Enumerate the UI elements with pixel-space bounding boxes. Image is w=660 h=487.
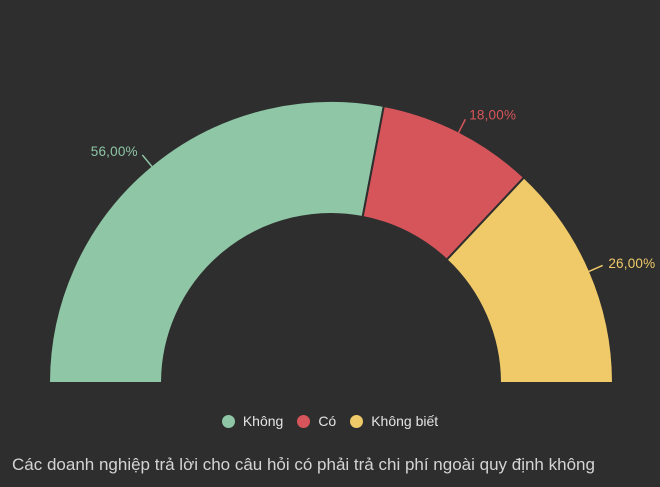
legend-swatch-co-icon [297, 414, 311, 428]
percent-label-khong-biet: 26,00% [608, 256, 655, 271]
label-line-co [457, 118, 467, 133]
half-donut-chart: 56,00% 18,00% 26,00% [47, 100, 655, 384]
legend-label-khong: Không [242, 413, 284, 429]
legend-label-khong-biet: Không biết [371, 413, 439, 429]
legend-item-khong[interactable]: Không [221, 412, 284, 430]
chart-title: Các doanh nghiệp trả lời cho câu hỏi có … [12, 455, 595, 474]
legend-label-co: Có [318, 413, 337, 429]
chart-legend: Không Có Không biết [0, 412, 660, 430]
legend-item-co[interactable]: Có [297, 412, 336, 430]
legend-swatch-khong-biet-icon [350, 414, 364, 428]
segment-khong-biet[interactable] [445, 176, 615, 384]
label-line-khong [141, 154, 153, 167]
percent-label-co: 18,00% [469, 108, 516, 123]
segment-khong[interactable] [47, 100, 386, 384]
legend-item-khong-biet[interactable]: Không biết [350, 412, 438, 430]
label-line-khong-biet [588, 264, 603, 273]
percent-label-khong: 56,00% [91, 144, 138, 159]
legend-swatch-khong-icon [221, 414, 235, 428]
